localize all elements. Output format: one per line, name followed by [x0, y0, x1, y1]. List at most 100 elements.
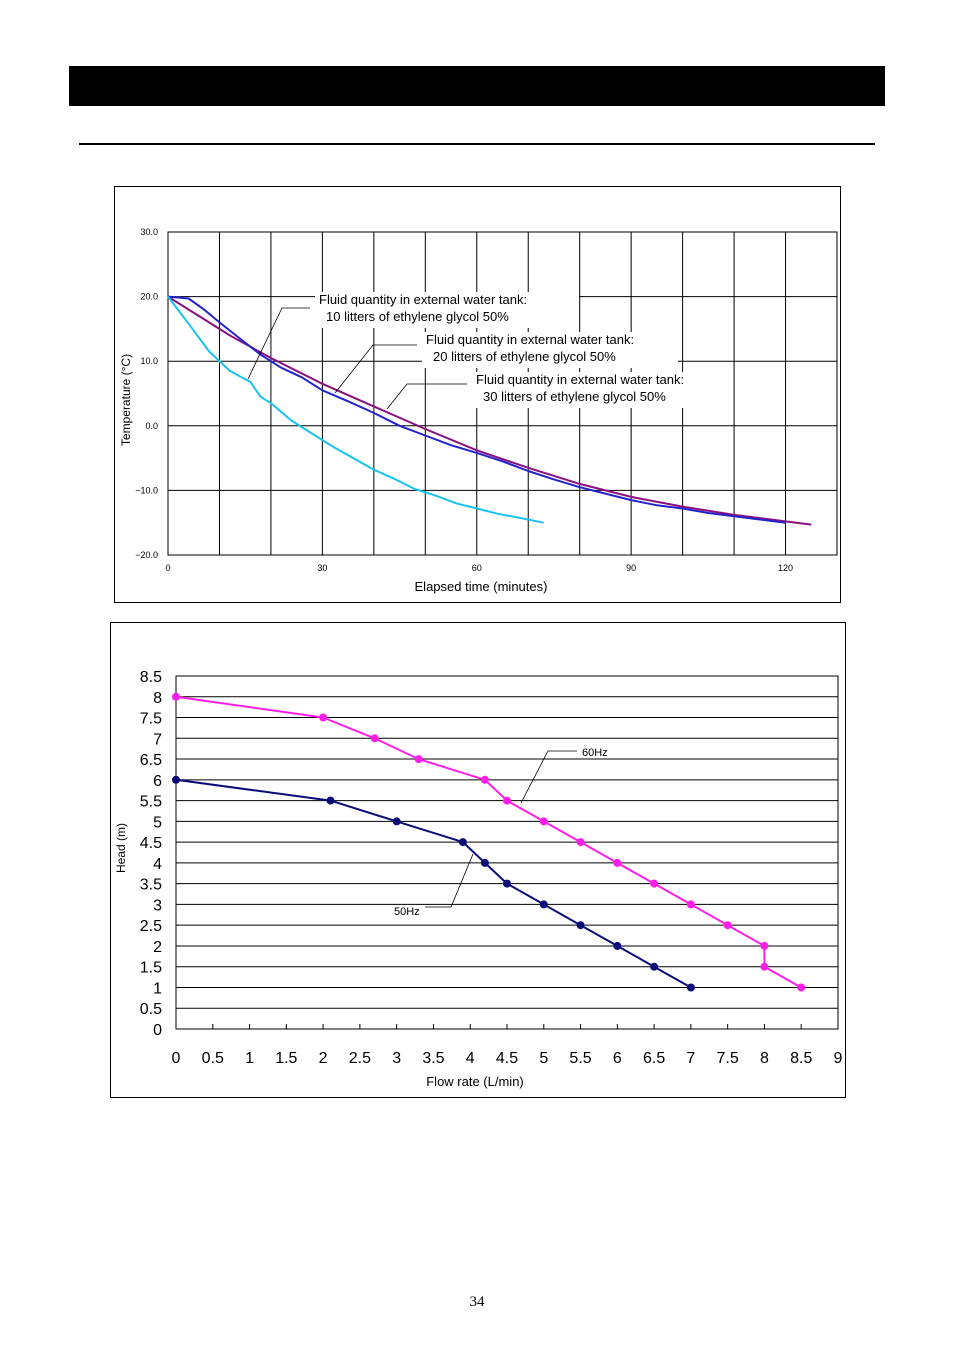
x-tick-label: 3 — [392, 1050, 401, 1067]
section-header-bar — [69, 66, 885, 106]
plot-area — [167, 231, 838, 556]
y-tick-label: 0 — [153, 1022, 162, 1039]
x-tick-label: 8.5 — [790, 1050, 812, 1067]
series-label-line1: Fluid quantity in external water tank: — [426, 332, 634, 347]
annotation-box — [422, 332, 678, 368]
x-tick-label: 30 — [317, 563, 327, 573]
y-tick-label: 4 — [153, 856, 162, 873]
y-tick-label: 7.5 — [140, 711, 162, 728]
series-line — [167, 295, 544, 524]
data-point — [172, 692, 180, 701]
y-tick-label: 0.5 — [140, 1001, 162, 1018]
series-line — [167, 295, 786, 524]
data-point — [480, 775, 489, 784]
data-point — [458, 838, 467, 847]
data-point — [326, 796, 335, 805]
x-tick-label: 90 — [626, 563, 636, 573]
y-tick-label: 2 — [153, 939, 162, 956]
y-tick-label: 30.0 — [140, 227, 158, 237]
data-point — [503, 879, 511, 888]
annotation-leader — [247, 307, 310, 380]
data-point — [414, 755, 423, 764]
series-label-leader — [425, 853, 474, 908]
data-point — [613, 858, 622, 867]
x-tick-label: 6.5 — [643, 1050, 665, 1067]
x-tick-label: 1 — [245, 1050, 254, 1067]
cooling-chart-frame: −20.0 −10.0 0.0 10.0 20.0 30.0 0 30 60 90 120 Elaps… — [114, 186, 841, 603]
series-label-line1: Fluid quantity in external water tank: — [476, 372, 684, 387]
data-point — [650, 879, 659, 888]
annotation-leader — [334, 344, 417, 394]
y-axis-label: Head (m) — [114, 823, 128, 873]
x-tick-label: 0.5 — [202, 1050, 224, 1067]
x-tick-label: 8 — [760, 1050, 769, 1067]
data-point — [686, 983, 695, 992]
annotation-box — [472, 372, 727, 408]
x-tick-label: 4.5 — [496, 1050, 518, 1067]
x-tick-label: 0 — [172, 1050, 181, 1067]
data-point — [319, 713, 328, 722]
x-tick-label: 2.5 — [349, 1050, 371, 1067]
y-tick-label: 6 — [153, 773, 162, 790]
x-tick-label: 120 — [778, 563, 793, 573]
series-label-line2: 30 litters of ethylene glycol 50% — [483, 389, 666, 404]
data-point — [686, 900, 695, 909]
pump-chart-frame: 0 0.5 1 1.5 2 2.5 3 3.5 4 4.5 5 5.5 6 6.5 7 7.5 8 8.5 0 0.5… — [110, 622, 846, 1098]
data-point — [797, 983, 806, 992]
cooling-chart: −20.0 −10.0 0.0 10.0 20.0 30.0 0 30 60 90 120 Elaps… — [119, 227, 838, 594]
data-point — [172, 775, 180, 784]
page-number: 34 — [469, 1294, 485, 1310]
data-point — [539, 900, 548, 909]
data-point — [370, 734, 379, 743]
y-tick-label: 2.5 — [140, 918, 162, 935]
y-axis-label: Temperature (°C) — [119, 354, 133, 446]
y-tick-label: 7 — [153, 731, 162, 748]
annotation-box — [315, 292, 579, 328]
y-tick-label: 1 — [153, 980, 162, 997]
data-point — [576, 921, 585, 930]
data-point — [392, 817, 401, 826]
y-tick-label: 3.5 — [140, 877, 162, 894]
x-tick-label: 0 — [165, 563, 170, 573]
y-tick-label: 1.5 — [140, 960, 162, 977]
y-tick-label: 4.5 — [140, 835, 162, 852]
y-tick-label: 8 — [153, 690, 162, 707]
y-tick-label: −10.0 — [135, 485, 158, 495]
x-tick-label: 7.5 — [717, 1050, 739, 1067]
series-label-line2: 10 litters of ethylene glycol 50% — [326, 309, 509, 324]
data-point — [613, 941, 622, 950]
data-point — [576, 838, 585, 847]
x-tick-label: 3.5 — [422, 1050, 444, 1067]
data-point — [480, 858, 489, 867]
y-tick-label: 20.0 — [140, 292, 158, 302]
y-tick-label: 5.5 — [140, 794, 162, 811]
y-tick-label: −20.0 — [135, 550, 158, 560]
data-point — [760, 941, 769, 950]
x-tick-label: 60 — [472, 563, 482, 573]
y-tick-label: 8.5 — [140, 669, 162, 686]
y-tick-label: 3 — [153, 897, 162, 914]
series-label: 50Hz — [394, 906, 420, 918]
data-point — [650, 962, 659, 971]
x-tick-label: 1.5 — [275, 1050, 297, 1067]
series-label-line1: Fluid quantity in external water tank: — [319, 292, 527, 307]
y-tick-label: 0.0 — [145, 421, 158, 431]
pump-chart: 0 0.5 1 1.5 2 2.5 3 3.5 4 4.5 5 5.5 6 6.5 7 7.5 8 8.5 0 0.5… — [114, 669, 843, 1089]
series-label-leader — [520, 750, 577, 804]
x-tick-label: 7 — [686, 1050, 695, 1067]
x-axis-label: Elapsed time (minutes) — [415, 579, 548, 594]
x-axis-label: Flow rate (L/min) — [426, 1074, 524, 1089]
y-tick-label: 6.5 — [140, 752, 162, 769]
x-tick-label: 6 — [613, 1050, 622, 1067]
y-tick-label: 5 — [153, 814, 162, 831]
data-point — [760, 962, 769, 971]
x-tick-label: 2 — [319, 1050, 328, 1067]
data-point — [723, 921, 732, 930]
y-tick-label: 10.0 — [140, 356, 158, 366]
x-tick-label: 9 — [834, 1050, 843, 1067]
data-point — [503, 796, 511, 805]
series-label: 60Hz — [582, 747, 608, 759]
x-tick-label: 5 — [539, 1050, 548, 1067]
data-point — [539, 817, 548, 826]
series-label-line2: 20 litters of ethylene glycol 50% — [433, 349, 616, 364]
